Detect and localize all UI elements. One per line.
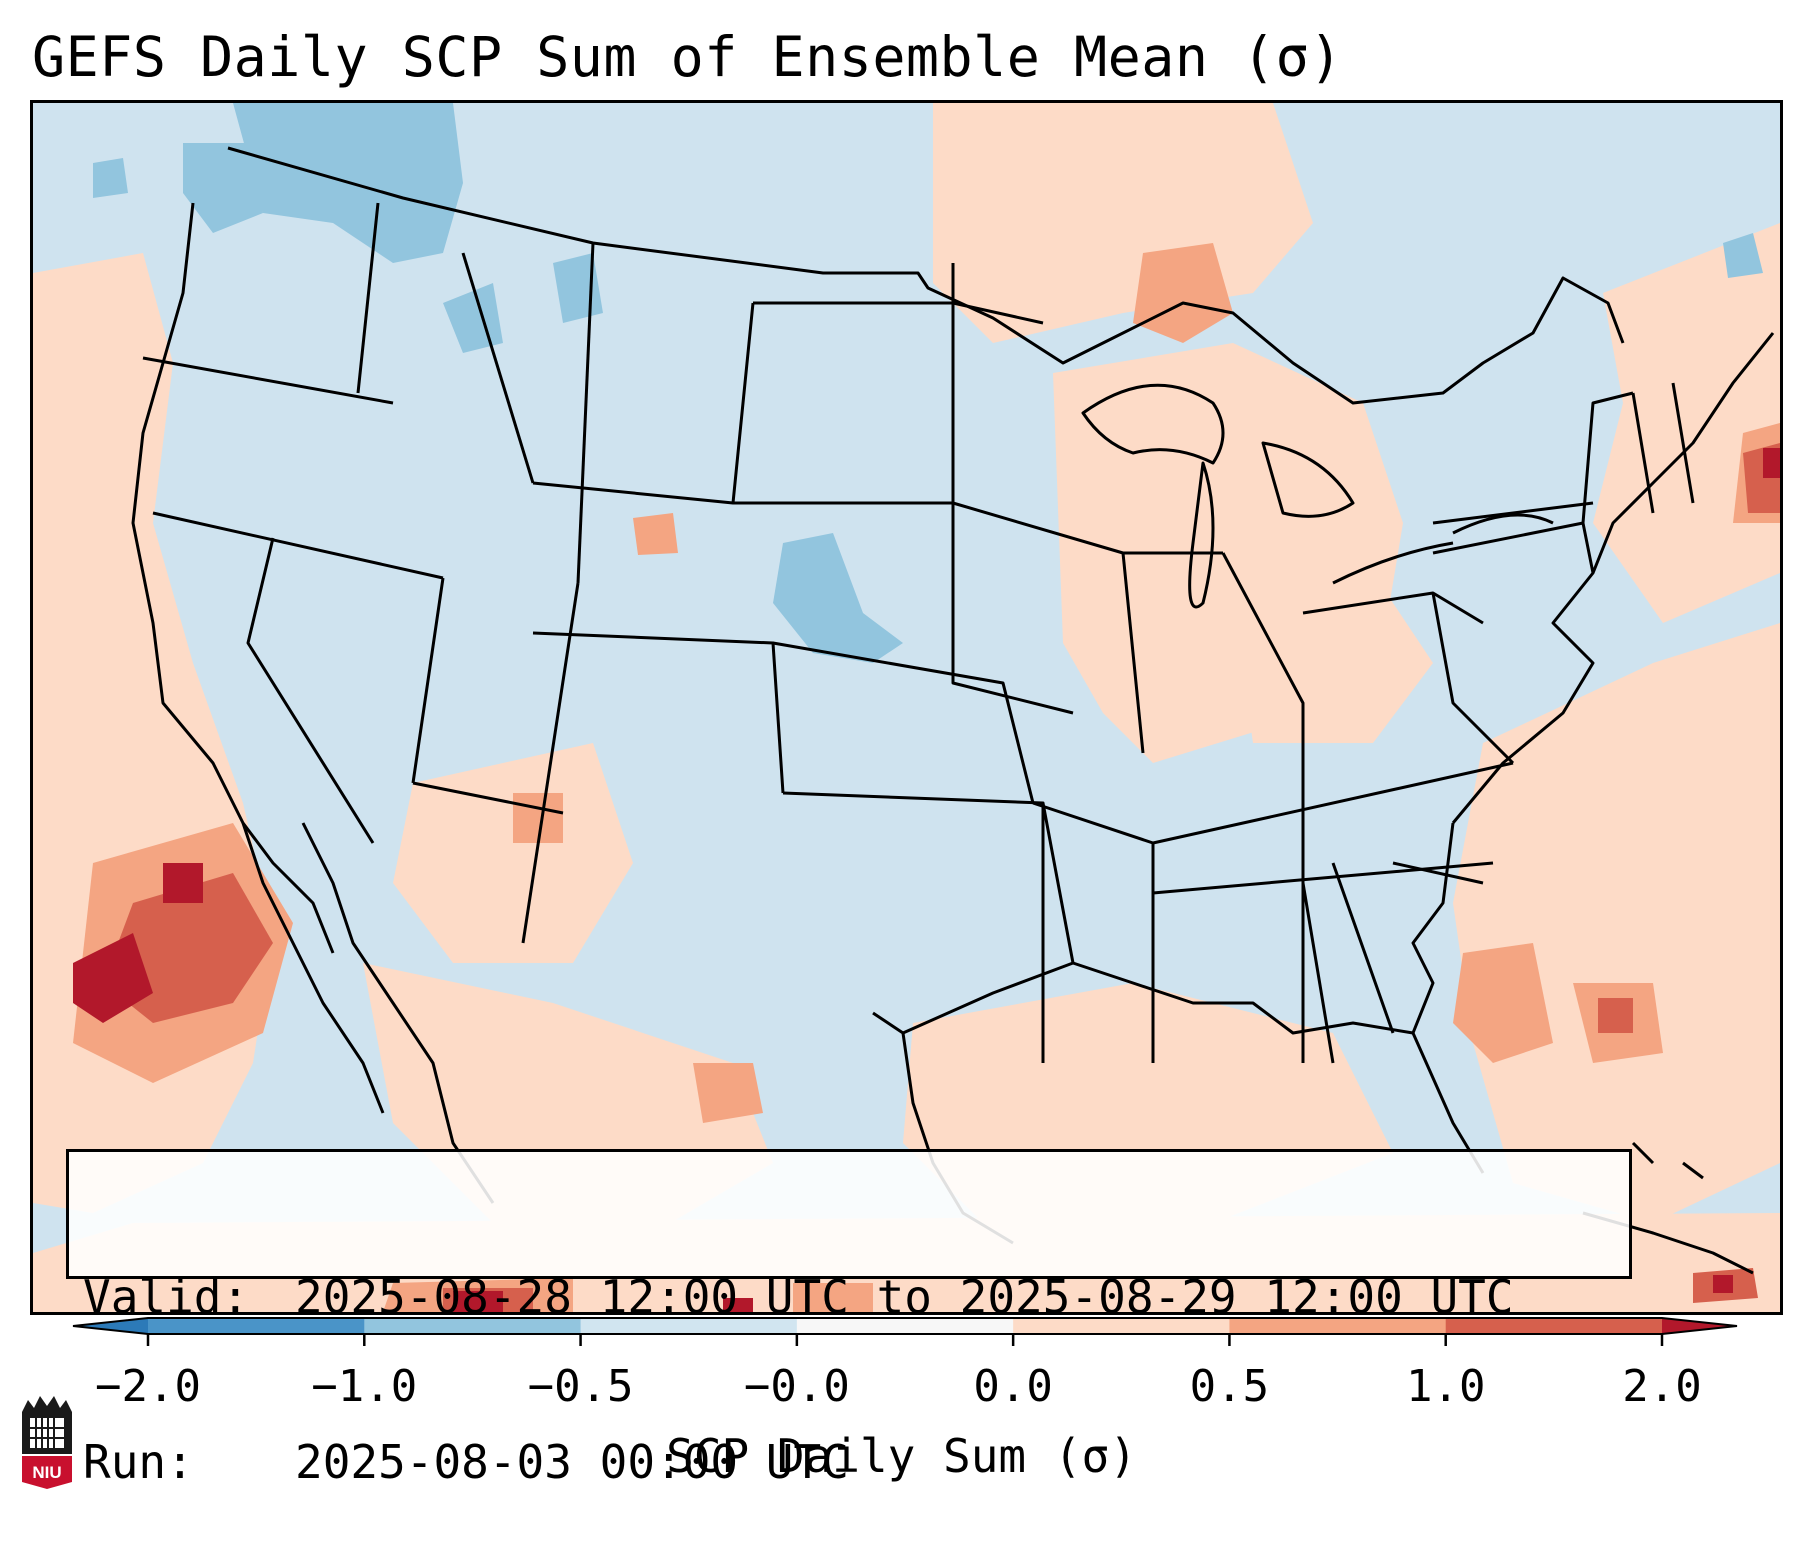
colorbar-extend-low xyxy=(73,1318,148,1334)
colorbar-ticks xyxy=(146,1334,1664,1346)
colorbar-tick-label: −0.5 xyxy=(527,1361,634,1412)
colorbar-tick-label: 1.0 xyxy=(1405,1361,1486,1412)
colorbar-segment xyxy=(1445,1318,1663,1334)
niu-logo-text: NIU xyxy=(32,1463,61,1482)
colorbar-tick-label: 2.0 xyxy=(1622,1361,1702,1412)
colorbar-tick-label: −1.0 xyxy=(311,1361,418,1412)
colorbar-segments xyxy=(72,1317,1738,1335)
valid-row: Valid: 2025-08-28 12:00 UTC to 2025-08-29… xyxy=(83,1270,1615,1325)
niu-logo: NIU xyxy=(22,1396,72,1489)
colorbar-segment xyxy=(1229,1318,1447,1334)
colorbar-tick-label: 0.0 xyxy=(973,1361,1053,1412)
anomaly-layer-extreme-positive xyxy=(73,448,1780,1312)
colorbar-segment xyxy=(148,1318,365,1334)
run-value: 2025-08-03 00:00 UTC xyxy=(295,1435,849,1489)
political-boundaries xyxy=(131,146,1775,1275)
colorbar-segment xyxy=(580,1318,798,1334)
colorbar-segment xyxy=(1013,1318,1230,1334)
colorbar-extend-high xyxy=(1662,1318,1737,1334)
colorbar-segment xyxy=(364,1318,582,1334)
run-row: Run: 2025-08-03 00:00 UTC xyxy=(83,1435,1615,1490)
valid-value: 2025-08-28 12:00 UTC to 2025-08-29 12:00… xyxy=(295,1270,1514,1324)
scp-map xyxy=(33,103,1780,1312)
colorbar-segment xyxy=(796,1318,1014,1334)
colorbar-tick-label: 0.5 xyxy=(1189,1361,1270,1412)
run-key: Run: xyxy=(83,1435,194,1489)
validity-info-box: Valid: 2025-08-28 12:00 UTC to 2025-08-29… xyxy=(66,1149,1632,1489)
colorbar-tick-label: −0.0 xyxy=(743,1361,850,1412)
valid-key: Valid: xyxy=(83,1270,250,1324)
chart-title: GEFS Daily SCP Sum of Ensemble Mean (σ) xyxy=(32,25,1343,89)
map-panel xyxy=(30,100,1783,1315)
colorbar-tick-label: −2.0 xyxy=(95,1361,201,1412)
colorbar xyxy=(72,1317,1738,1346)
colorbar-label: SCP Daily Sum (σ) xyxy=(666,1429,1137,1483)
